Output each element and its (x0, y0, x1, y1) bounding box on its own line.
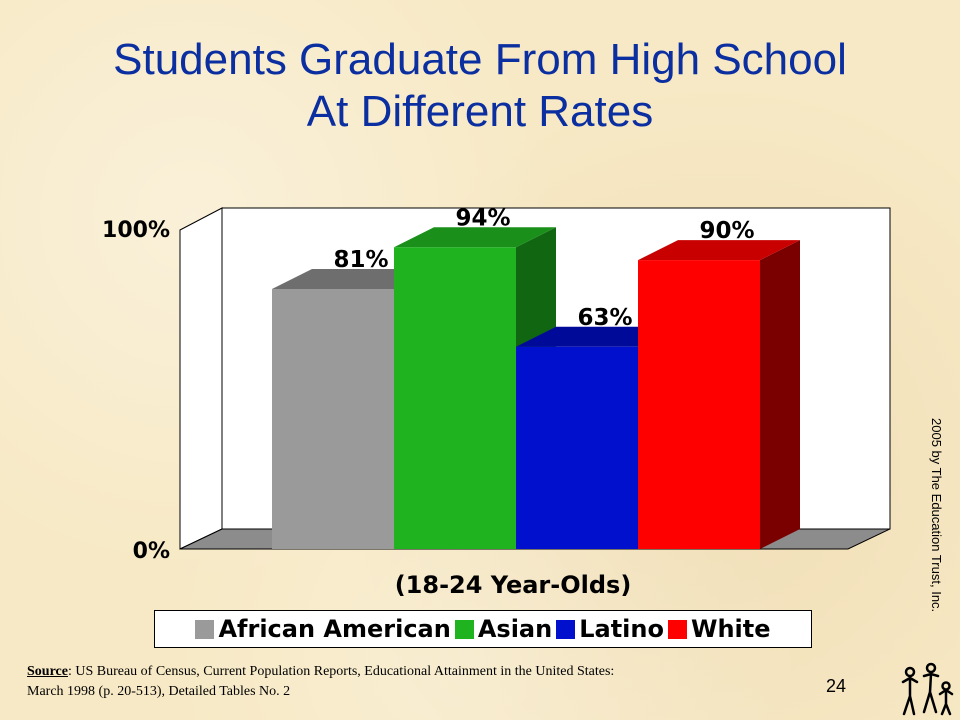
data-label-asian: 94% (455, 205, 510, 231)
data-label-white: 90% (699, 218, 754, 244)
chart-title: Students Graduate From High School At Di… (0, 34, 960, 138)
bar-african-american (272, 288, 394, 549)
bars-group: 81% 94% 63% 90% (272, 205, 800, 549)
bar-asian (394, 247, 516, 549)
legend-item-latino: Latino (556, 615, 664, 643)
source-line-1: Source: US Bureau of Census, Current Pop… (27, 662, 747, 682)
bar-top-latino (516, 326, 678, 347)
source-key: Source (27, 664, 68, 679)
chart-legend: African American Asian Latino White (154, 610, 812, 648)
y-tick-label-0: 0% (133, 539, 170, 564)
legend-swatch-african-american (195, 619, 215, 639)
legend-item-african-american: African American (195, 615, 451, 643)
x-axis-label: (18-24 Year-Olds) (395, 571, 632, 599)
source-note: Source: US Bureau of Census, Current Pop… (27, 662, 747, 702)
bar-top-african-american (272, 268, 434, 289)
legend-item-asian: Asian (454, 615, 553, 643)
bar-latino (516, 346, 638, 549)
source-line-2: March 1998 (p. 20-513), Detailed Tables … (27, 684, 291, 699)
title-line-2: At Different Rates (306, 87, 654, 136)
legend-label-white: White (690, 615, 771, 643)
side-wall (179, 207, 223, 550)
page-number: 24 (826, 676, 847, 696)
legend-swatch-asian (454, 619, 474, 639)
legend-swatch-latino (556, 619, 576, 639)
legend-label-asian: Asian (477, 615, 553, 643)
data-label-african-american: 81% (333, 247, 388, 273)
data-label-latino: 63% (577, 305, 632, 331)
legend-swatch-white (667, 619, 687, 639)
copyright-notice: 2005 by The Education Trust, Inc. (929, 418, 944, 613)
bar-top-asian (394, 227, 556, 248)
legend-item-white: White (667, 615, 771, 643)
education-trust-logo-icon (901, 662, 954, 716)
bar-side-white (760, 240, 800, 549)
legend-label-latino: Latino (579, 615, 664, 643)
bar-white (638, 260, 760, 549)
source-text: : US Bureau of Census, Current Populatio… (67, 664, 615, 679)
legend-label-african-american: African American (218, 615, 451, 643)
y-tick-label-100: 100% (102, 218, 170, 243)
y-axis-ticks: 0% 100% (102, 218, 170, 564)
title-line-1: Students Graduate From High School (113, 35, 847, 84)
bar-top-white (638, 240, 800, 261)
